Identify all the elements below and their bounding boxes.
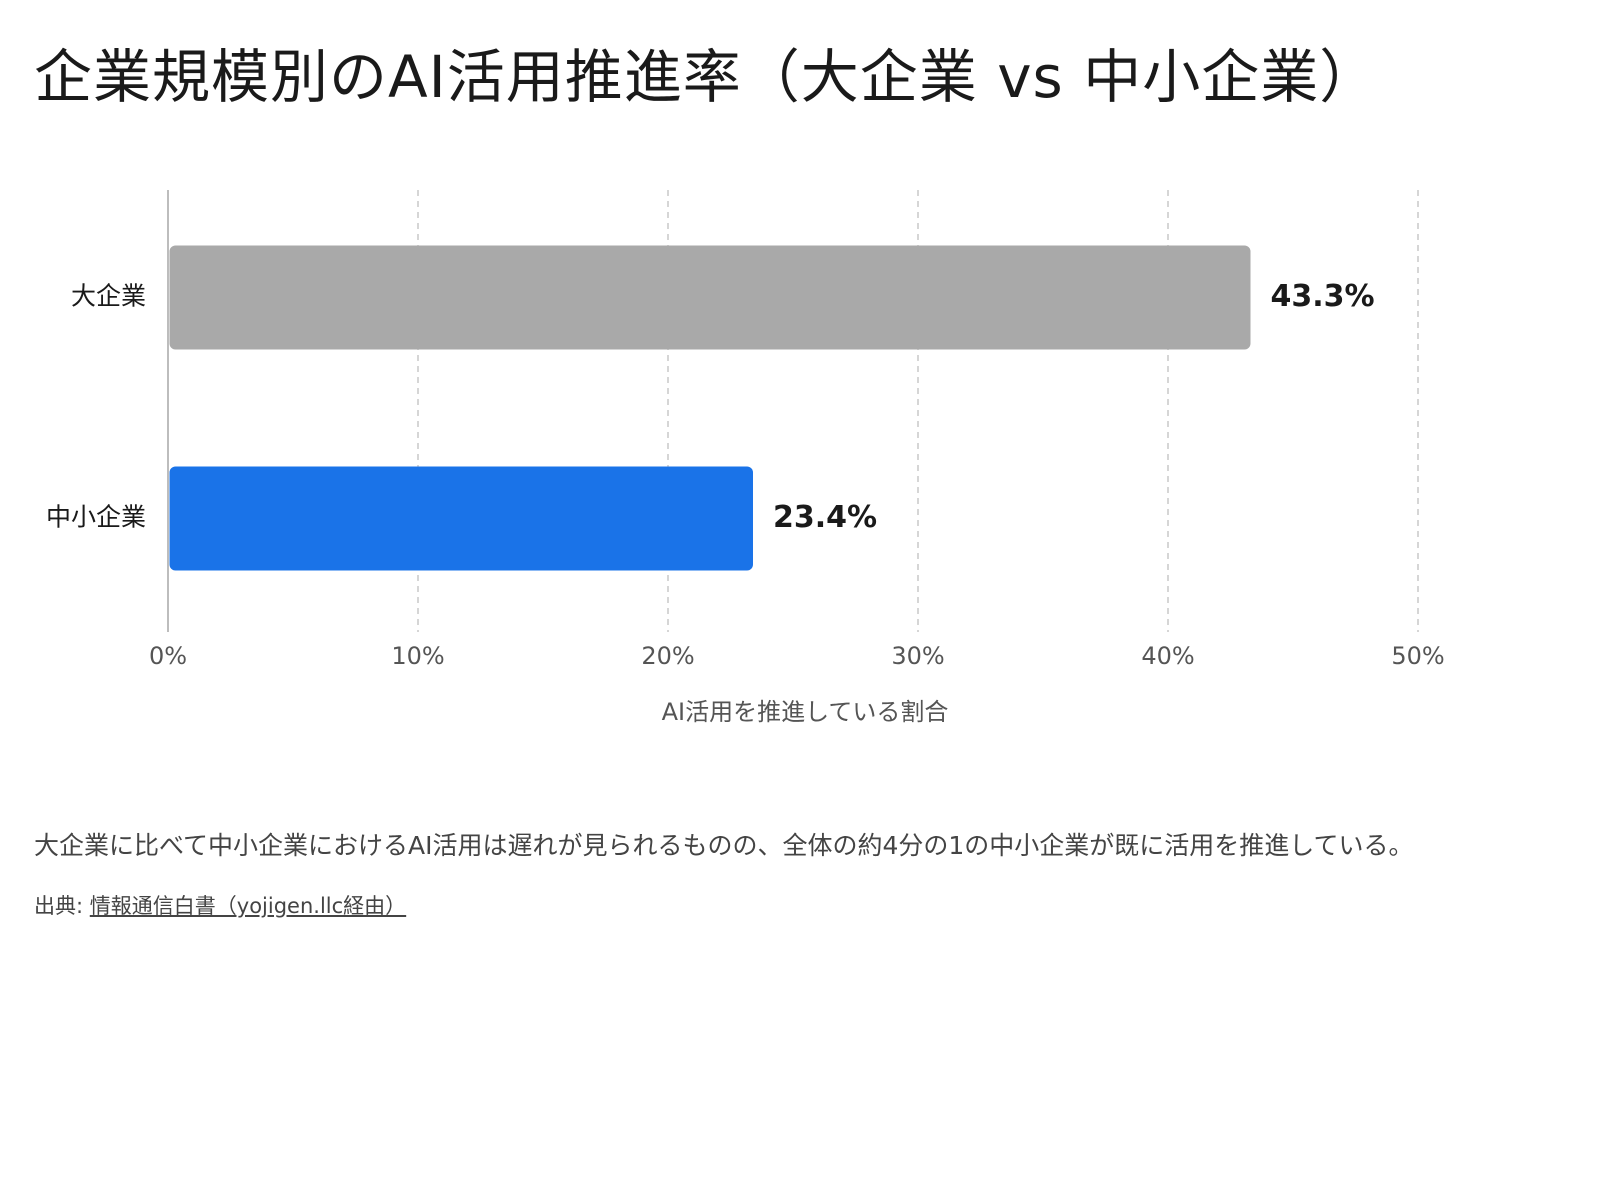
x-tick-label-20: 20% — [641, 642, 694, 670]
source-prefix: 出典: — [34, 894, 84, 918]
chart-title: 企業規模別のAI活用推進率（大企業 vs 中小企業） — [34, 43, 1379, 111]
category-label-1: 大企業 — [71, 282, 146, 311]
x-tick-label-30: 30% — [891, 642, 944, 670]
x-tick-label-10: 10% — [391, 642, 444, 670]
category-label-2: 中小企業 — [46, 503, 146, 532]
x-axis-title: AI活用を推進している割合 — [662, 698, 949, 726]
chart-note: 大企業に比べて中小企業におけるAI活用は遅れが見られるものの、全体の約4分の1の… — [34, 831, 1414, 860]
x-tick-label-40: 40% — [1141, 642, 1194, 670]
source-line: 出典: 情報通信白書（yojigen.llc経由） — [34, 890, 406, 920]
x-tick-label-50: 50% — [1391, 642, 1444, 670]
value-label-1: 43.3% — [1271, 279, 1375, 314]
x-tick-label-0: 0% — [149, 642, 187, 670]
source-link[interactable]: 情報通信白書（yojigen.llc経由） — [89, 894, 407, 918]
bar-2 — [169, 466, 753, 571]
bar-chart: 大企業 43.3% 中小企業 23.4% 0% 10% 20% 30% 40% 50% AI活用を推… — [46, 190, 1445, 726]
value-label-2: 23.4% — [773, 500, 877, 535]
bar-1 — [169, 245, 1251, 350]
